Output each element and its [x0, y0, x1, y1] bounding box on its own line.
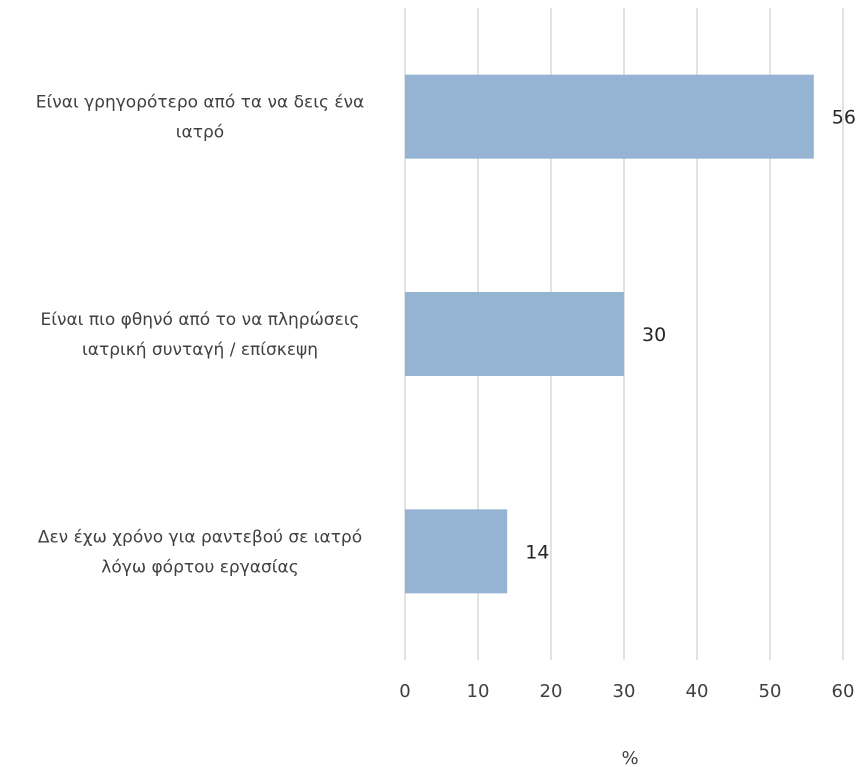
data-labels: 56 30 14: [525, 107, 856, 564]
category-labels: Είναι γρηγορότερο από τα να δεις ένα ιατρ…: [36, 93, 364, 578]
x-tick-label: 10: [467, 681, 490, 702]
x-tick-label: 30: [613, 681, 636, 702]
x-tick-label: 20: [540, 681, 563, 702]
x-tick-label: 60: [832, 681, 855, 702]
data-label: 14: [525, 541, 549, 563]
data-label: 56: [832, 107, 856, 129]
x-axis-title: %: [621, 748, 638, 767]
bar: [405, 509, 508, 594]
x-tick-label: 50: [759, 681, 782, 702]
bars: [405, 74, 814, 594]
data-label: 30: [642, 324, 666, 346]
bar: [405, 74, 814, 159]
x-tick-label: 0: [399, 681, 410, 702]
x-tick-label: 40: [686, 681, 709, 702]
bar: [405, 292, 624, 376]
category-label: Είναι πιο φθηνό από το να πληρώσεις: [40, 310, 359, 330]
category-label: ιατρική συνταγή / επίσκεψη: [82, 340, 318, 360]
x-tick-labels: 0 10 20 30 40 50 60: [399, 681, 854, 702]
category-label: λόγω φόρτου εργασίας: [101, 557, 298, 577]
category-label: Είναι γρηγορότερο από τα να δεις ένα: [36, 93, 364, 113]
category-label: Δεν έχω χρόνο για ραντεβού σε ιατρό: [38, 527, 362, 547]
category-label: ιατρό: [176, 123, 224, 143]
